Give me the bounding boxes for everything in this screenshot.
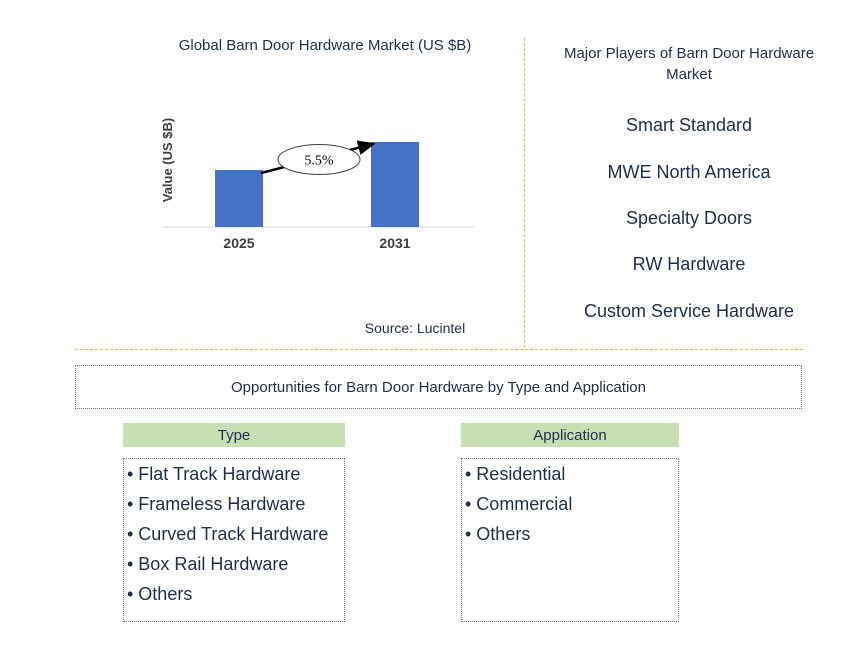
cagr-bubble (277, 144, 361, 176)
type-item: • Box Rail Hardware (127, 554, 289, 574)
player-item: RW Hardware (632, 254, 746, 274)
bar-2031 (371, 142, 419, 227)
horizontal-divider (75, 349, 803, 350)
application-item: • Residential (465, 464, 566, 484)
player-item: Custom Service Hardware (583, 301, 795, 321)
application-list: • Residential • Commercial • Others (461, 458, 679, 622)
player-item: Specialty Doors (625, 208, 753, 228)
cagr-label: 5.5% (304, 154, 334, 169)
bar-chart: Value (US $B) 2025 2031 5.5% (160, 118, 474, 251)
player-item: MWE North America (607, 162, 771, 182)
x-tick-label: 2031 (379, 235, 410, 251)
x-tick-label: 2025 (223, 235, 254, 251)
players-title: Major Players of Barn Door Hardware Mark… (563, 45, 815, 83)
source-label: Source: Lucintel (364, 320, 466, 336)
type-item: • Curved Track Hardware (127, 524, 329, 544)
bar-2025 (215, 170, 263, 227)
application-heading: Application (461, 423, 679, 447)
vertical-divider (524, 38, 525, 348)
player-item: Smart Standard (625, 115, 753, 135)
type-item: • Others (127, 584, 193, 604)
application-item: • Commercial (465, 494, 573, 514)
application-item: • Others (465, 524, 531, 544)
opportunities-title: Opportunities for Barn Door Hardware by … (75, 365, 802, 409)
type-item: • Frameless Hardware (127, 494, 306, 514)
type-heading: Type (123, 423, 345, 447)
type-item: • Flat Track Hardware (127, 464, 301, 484)
chart-title: Global Barn Door Hardware Market (US $B) (178, 37, 472, 54)
y-axis-label: Value (US $B) (160, 118, 175, 203)
type-list: • Flat Track Hardware • Frameless Hardwa… (123, 458, 345, 622)
